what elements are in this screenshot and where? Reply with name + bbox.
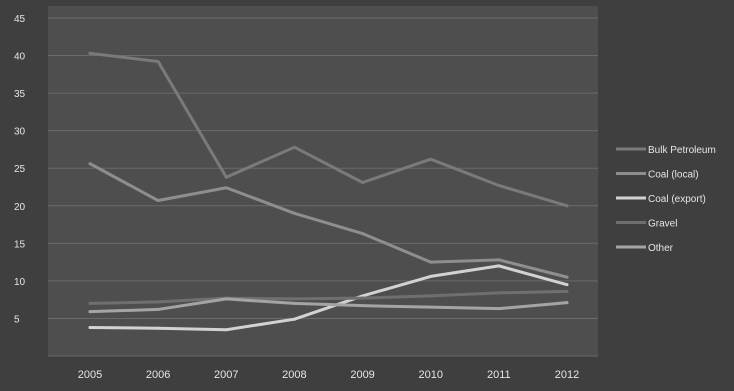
data-point	[88, 162, 92, 166]
legend-label: Other	[648, 243, 674, 254]
data-point	[292, 297, 296, 301]
y-tick-label: 35	[14, 89, 26, 100]
data-point	[292, 145, 296, 149]
data-point	[497, 291, 501, 295]
data-point	[292, 211, 296, 215]
data-point	[224, 186, 228, 190]
series-lines	[88, 51, 569, 332]
series-gravel	[88, 289, 569, 305]
y-tick-label: 30	[14, 127, 26, 138]
data-point	[292, 301, 296, 305]
series-line-gravel	[88, 289, 569, 305]
data-point	[565, 204, 569, 208]
data-point	[88, 325, 92, 329]
data-point	[497, 264, 501, 268]
data-point	[88, 51, 92, 55]
y-tick-label: 10	[14, 277, 26, 288]
series-line-bulk-petroleum	[88, 51, 569, 208]
series-line-other	[88, 297, 569, 314]
data-point	[156, 300, 160, 304]
gridlines	[48, 17, 598, 319]
y-tick-label: 25	[14, 164, 26, 175]
x-tick-label: 2006	[146, 369, 170, 381]
x-tick-label: 2007	[214, 369, 238, 381]
series-line-coal-local	[88, 162, 569, 279]
data-point	[497, 258, 501, 262]
data-point	[497, 183, 501, 187]
data-point	[361, 304, 365, 308]
data-point	[429, 294, 433, 298]
data-point	[429, 157, 433, 161]
data-point	[361, 180, 365, 184]
legend: Bulk Petroleum Coal (local) Coal (export) G…	[616, 145, 716, 254]
series-other	[88, 297, 569, 314]
y-tick-label: 45	[14, 14, 26, 25]
data-point	[429, 274, 433, 278]
y-tick-label: 40	[14, 52, 26, 63]
axes: 45 40 35 30 25 20 15 10 5 2005 2006 2007 2008 2009 201…	[14, 14, 598, 381]
series-line-coal-export	[88, 264, 569, 332]
x-tick-label: 2012	[555, 369, 579, 381]
legend-label: Coal (export)	[648, 194, 706, 205]
legend-item-coal-export: Coal (export)	[616, 194, 706, 205]
data-point	[156, 199, 160, 203]
legend-label: Bulk Petroleum	[648, 145, 716, 156]
data-point	[224, 297, 228, 301]
data-point	[361, 296, 365, 300]
data-point	[497, 307, 501, 311]
x-tick-label: 2010	[418, 369, 442, 381]
data-point	[429, 305, 433, 309]
data-point	[292, 317, 296, 321]
y-tick-label: 20	[14, 202, 26, 213]
data-point	[156, 326, 160, 330]
x-tick-label: 2008	[282, 369, 306, 381]
data-point	[88, 310, 92, 314]
legend-item-coal-local: Coal (local)	[616, 170, 699, 181]
series-bulk-petroleum	[88, 51, 569, 208]
y-tick-label: 15	[14, 239, 26, 250]
data-point	[429, 260, 433, 264]
data-point	[224, 175, 228, 179]
data-point	[565, 275, 569, 279]
data-point	[565, 289, 569, 293]
data-point	[565, 301, 569, 305]
legend-label: Gravel	[648, 219, 677, 230]
data-point	[361, 232, 365, 236]
data-point	[565, 283, 569, 287]
legend-label: Coal (local)	[648, 170, 699, 181]
series-coal-local	[88, 162, 569, 279]
data-point	[156, 60, 160, 64]
x-tick-label: 2005	[78, 369, 102, 381]
legend-item-other: Other	[616, 243, 674, 254]
data-point	[224, 328, 228, 332]
y-tick-label: 5	[14, 314, 20, 325]
x-tick-label: 2009	[350, 369, 374, 381]
legend-item-bulk-petroleum: Bulk Petroleum	[616, 145, 716, 156]
legend-item-gravel: Gravel	[616, 219, 677, 230]
x-tick-label: 2011	[487, 369, 511, 381]
data-point	[88, 301, 92, 305]
data-point	[156, 307, 160, 311]
